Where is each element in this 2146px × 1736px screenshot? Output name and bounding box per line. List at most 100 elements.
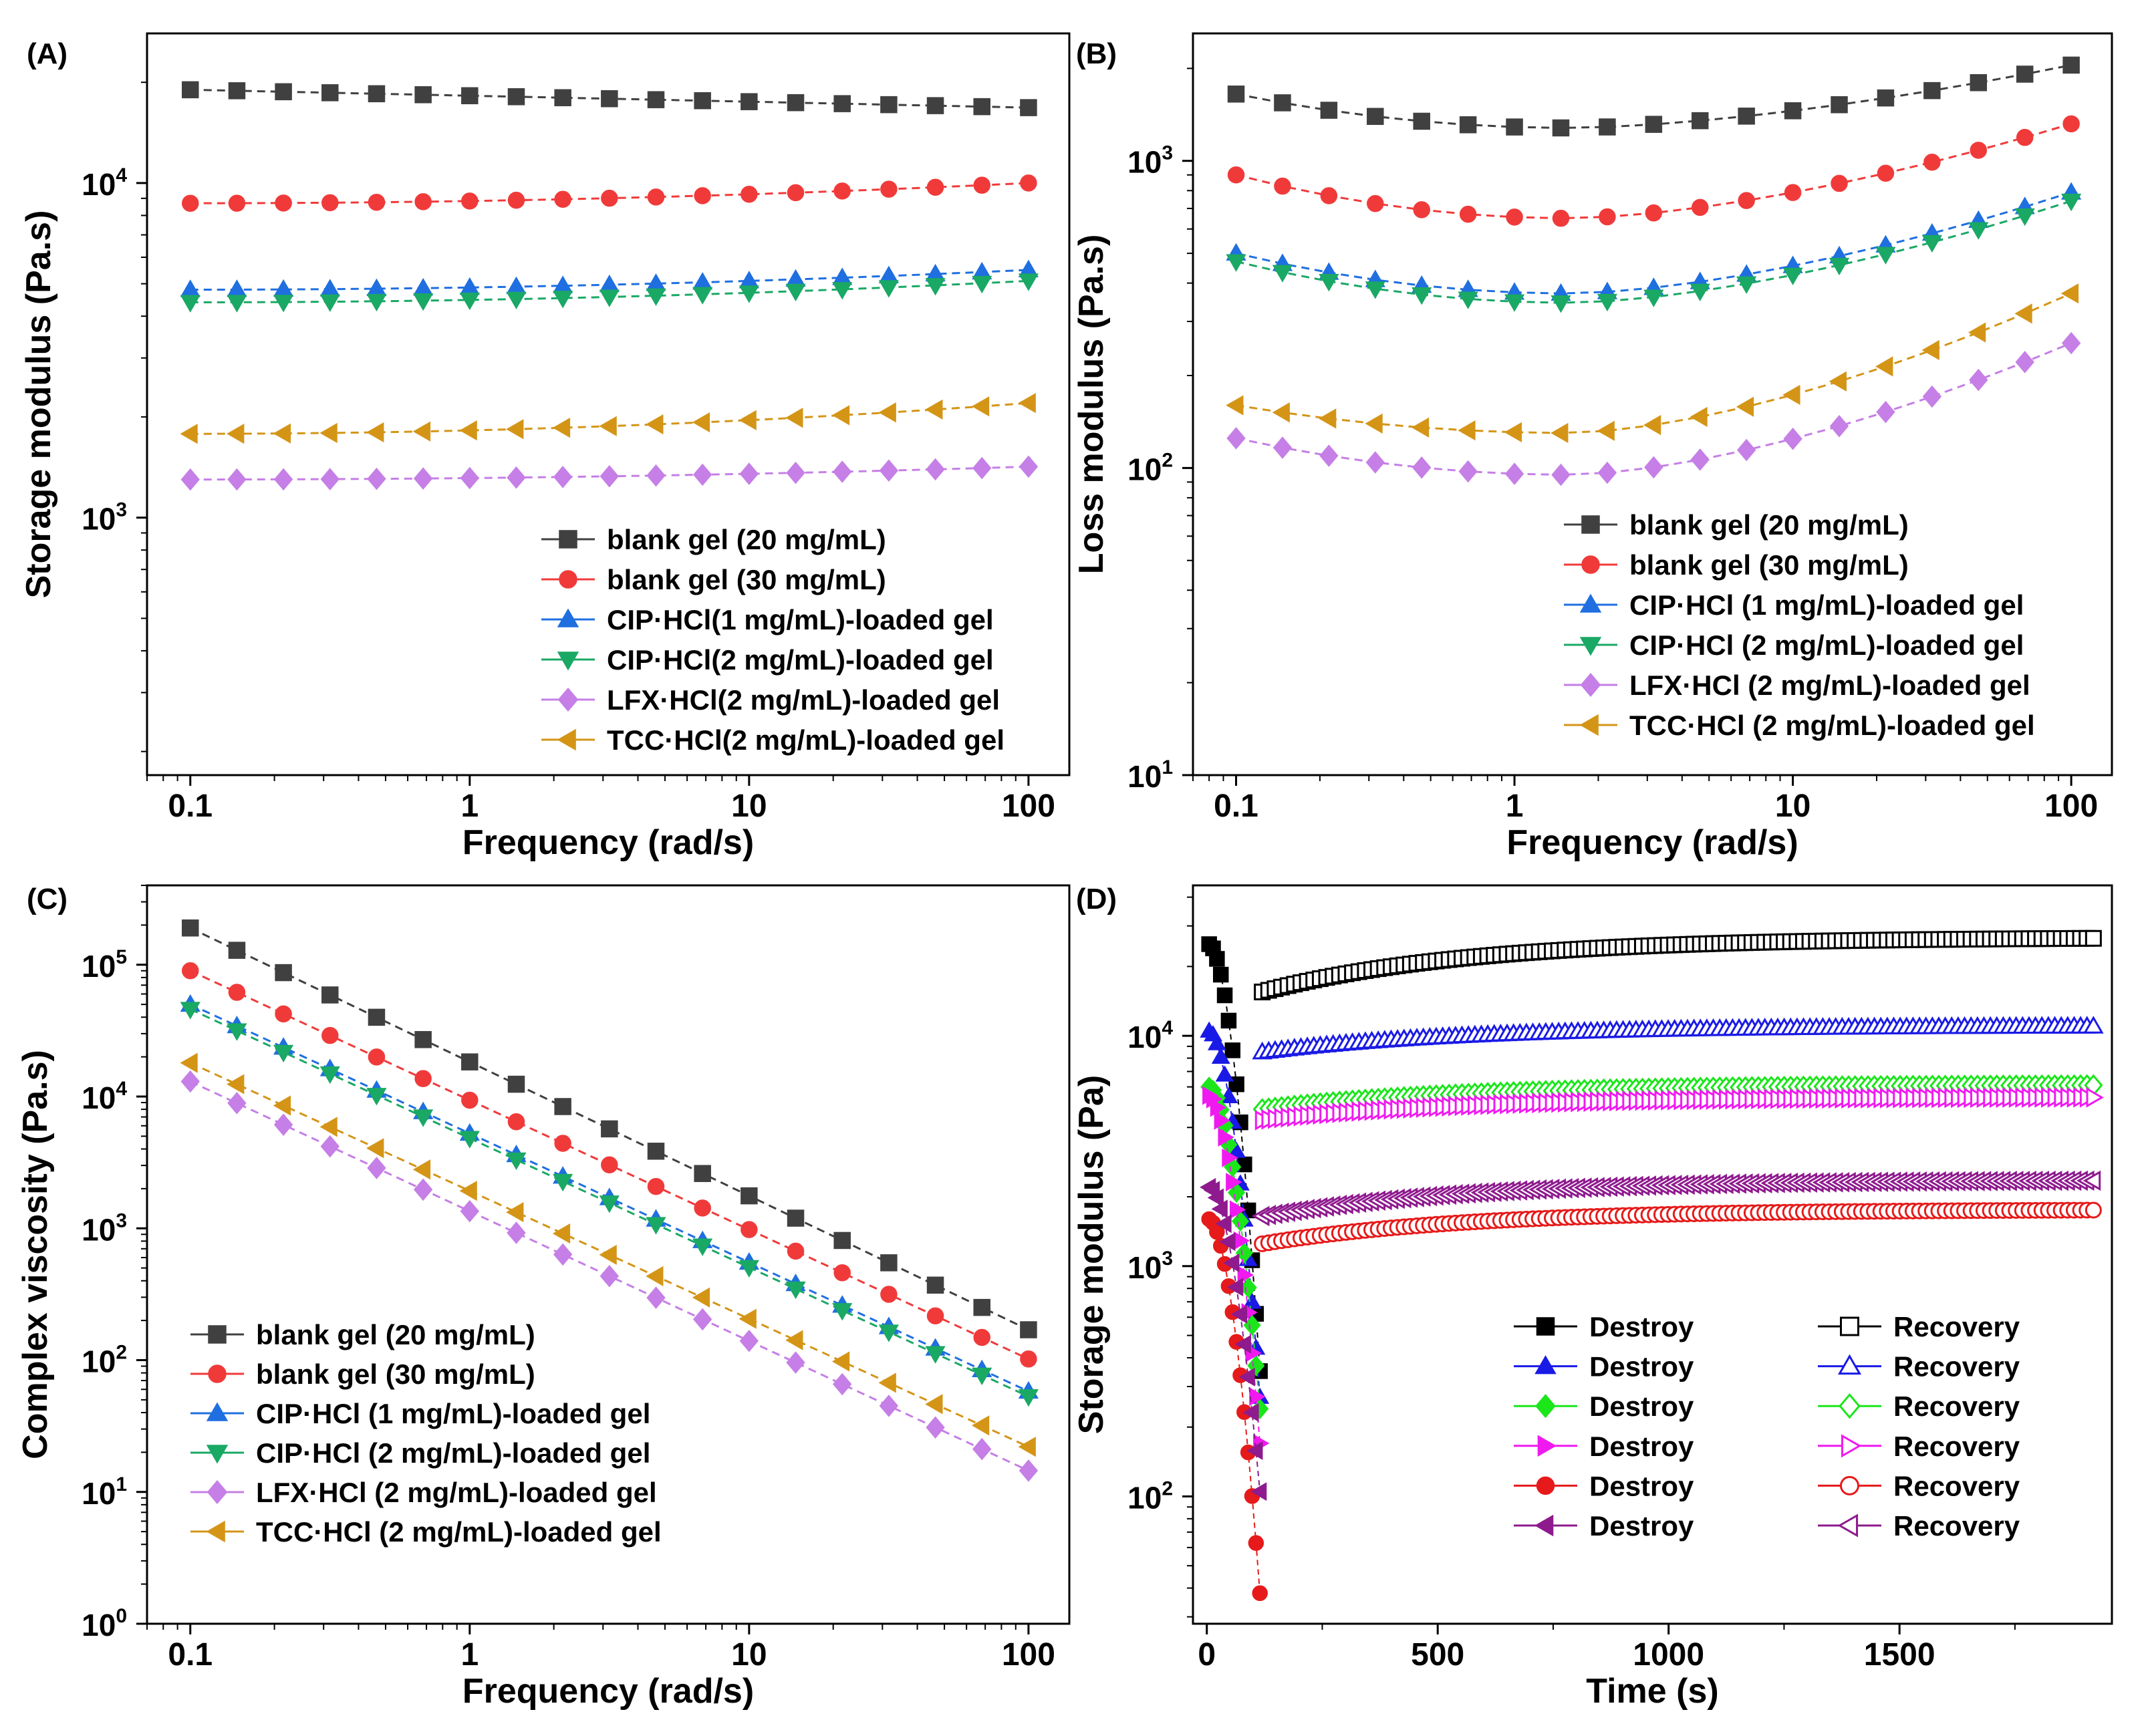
legend-label: blank gel (30 mg/mL) bbox=[1629, 549, 1909, 581]
destroy-point bbox=[1228, 1182, 1246, 1203]
data-point bbox=[833, 1372, 852, 1396]
data-point bbox=[1319, 444, 1339, 467]
legend-marker bbox=[1579, 593, 1602, 613]
y-tick-base: 10 bbox=[82, 1476, 116, 1511]
y-axis-label: Storage modulus (Pa) bbox=[1072, 1075, 1111, 1434]
legend-marker bbox=[208, 1364, 227, 1383]
data-point bbox=[459, 277, 480, 295]
data-point bbox=[741, 1221, 758, 1238]
data-point bbox=[319, 422, 338, 444]
data-point bbox=[879, 1395, 899, 1417]
legend-marker bbox=[206, 1402, 229, 1421]
data-point bbox=[414, 1031, 432, 1048]
data-point bbox=[1020, 99, 1037, 116]
data-point bbox=[275, 1005, 292, 1023]
data-point bbox=[601, 189, 618, 207]
legend-label: CIP·HCl (2 mg/mL)-loaded gel bbox=[1629, 629, 2024, 661]
data-point bbox=[1413, 112, 1430, 130]
y-tick-base: 10 bbox=[1127, 145, 1162, 180]
data-point bbox=[1877, 89, 1895, 107]
data-point bbox=[1319, 408, 1337, 429]
data-point bbox=[1459, 205, 1477, 223]
y-tick-base: 10 bbox=[1127, 1480, 1162, 1515]
legend-label: CIP·HCl(2 mg/mL)-loaded gel bbox=[607, 644, 994, 676]
y-tick-exponent: 0 bbox=[116, 1605, 127, 1627]
data-point bbox=[694, 1199, 711, 1217]
data-point bbox=[787, 184, 805, 202]
data-point bbox=[412, 421, 431, 442]
data-point bbox=[878, 402, 896, 423]
x-tick-label: 1500 bbox=[1864, 1637, 1935, 1673]
data-point bbox=[554, 1135, 571, 1152]
data-point bbox=[833, 95, 851, 112]
data-point bbox=[2014, 208, 2035, 227]
data-point bbox=[1504, 462, 1524, 485]
data-point bbox=[785, 1330, 803, 1350]
data-point bbox=[1970, 74, 1988, 92]
data-point bbox=[647, 1177, 665, 1195]
data-point bbox=[599, 1195, 620, 1213]
data-point bbox=[2061, 331, 2081, 355]
data-point bbox=[785, 408, 803, 428]
y-axis-label: Loss modulus (Pa.s) bbox=[1072, 235, 1111, 575]
destroy-point bbox=[1242, 1403, 1259, 1422]
y-tick-exponent: 1 bbox=[116, 1473, 127, 1495]
data-point bbox=[1365, 451, 1385, 474]
data-point bbox=[275, 194, 292, 212]
data-point bbox=[1875, 247, 1896, 265]
x-tick-label: 100 bbox=[2044, 788, 2098, 824]
data-point bbox=[926, 458, 945, 481]
legend-marker bbox=[1840, 1316, 1859, 1336]
data-point bbox=[1690, 283, 1710, 301]
legend-recovery-label: Recovery bbox=[1893, 1470, 2020, 1501]
series-3 bbox=[180, 1002, 1039, 1407]
data-point bbox=[275, 83, 292, 101]
legend-label: CIP·HCl (1 mg/mL)-loaded gel bbox=[256, 1398, 650, 1429]
data-point bbox=[1831, 174, 1848, 192]
data-point bbox=[693, 1308, 712, 1331]
data-point bbox=[1504, 422, 1522, 442]
data-point bbox=[1738, 192, 1755, 209]
y-tick-label: 104 bbox=[82, 164, 127, 202]
data-point bbox=[647, 188, 665, 206]
data-point bbox=[833, 182, 851, 200]
data-point bbox=[180, 295, 200, 313]
data-point bbox=[646, 1286, 666, 1309]
legend-destroy-label: Destroy bbox=[1589, 1431, 1694, 1462]
y-tick-base: 10 bbox=[82, 167, 116, 202]
data-point bbox=[228, 194, 246, 212]
destroy-point bbox=[1246, 1441, 1263, 1460]
data-point bbox=[926, 1276, 944, 1294]
series-0 bbox=[1227, 56, 2080, 137]
recovery-point bbox=[2083, 1016, 2104, 1034]
legend-label: LFX·HCl (2 mg/mL)-loaded gel bbox=[1629, 670, 2030, 701]
data-point bbox=[1643, 289, 1664, 307]
x-axis-label: Frequency (rad/s) bbox=[462, 823, 754, 862]
data-point bbox=[1367, 194, 1384, 212]
data-point bbox=[1921, 235, 1942, 253]
series-4 bbox=[180, 1070, 1039, 1482]
data-point bbox=[2062, 115, 2080, 133]
panel-label: (C) bbox=[27, 883, 68, 915]
data-point bbox=[1227, 86, 1245, 103]
data-point bbox=[692, 287, 713, 305]
data-point bbox=[414, 1070, 432, 1087]
data-point bbox=[1551, 463, 1571, 486]
legend-label: TCC·HCl (2 mg/mL)-loaded gel bbox=[256, 1516, 662, 1548]
y-tick-label: 100 bbox=[82, 1605, 127, 1642]
destroy-point bbox=[1247, 1355, 1265, 1377]
legend-marker bbox=[1841, 1434, 1862, 1458]
data-point bbox=[554, 190, 571, 208]
data-point bbox=[1782, 267, 1803, 285]
data-point bbox=[785, 283, 806, 302]
data-point bbox=[228, 82, 246, 100]
data-point bbox=[926, 1307, 944, 1324]
data-point bbox=[787, 1242, 805, 1260]
destroy-point bbox=[1212, 966, 1229, 983]
x-tick-label: 10 bbox=[731, 1637, 767, 1673]
data-point bbox=[319, 1066, 340, 1084]
data-point bbox=[1692, 198, 1709, 216]
y-tick-exponent: 3 bbox=[1162, 1248, 1173, 1270]
plot-frame bbox=[1192, 32, 2113, 776]
